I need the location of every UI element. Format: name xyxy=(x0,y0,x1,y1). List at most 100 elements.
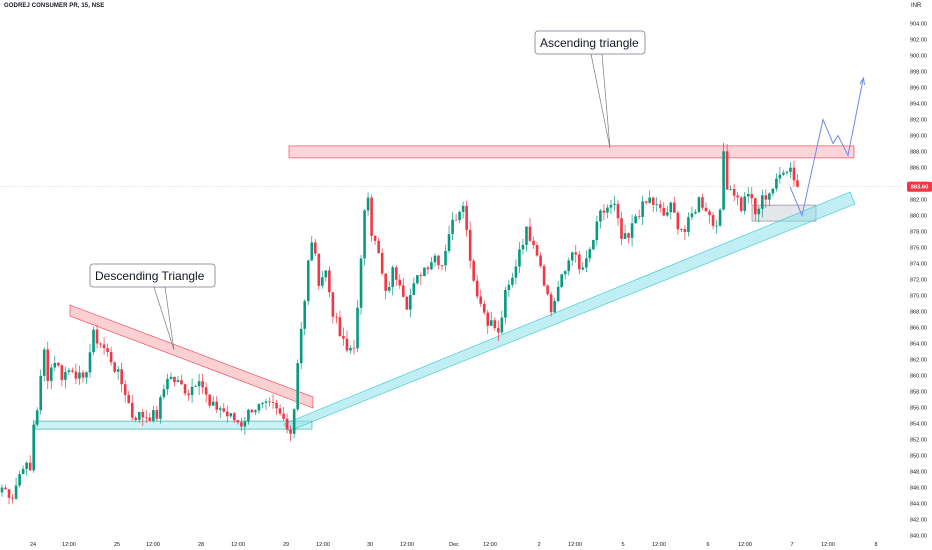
candle-body xyxy=(412,283,416,296)
candle-body xyxy=(240,422,243,427)
candle-body xyxy=(148,417,152,421)
candle-body xyxy=(190,386,194,396)
candle-body xyxy=(718,209,722,226)
candle-body xyxy=(264,401,268,403)
descending-triangle-note-box xyxy=(89,263,216,288)
candle-body xyxy=(42,349,46,376)
candle-body xyxy=(247,409,250,422)
candle-body xyxy=(616,203,620,219)
x-tick-label: 12:00 xyxy=(62,542,76,548)
candle-body xyxy=(35,410,39,425)
candle-body xyxy=(792,167,796,181)
candle-body xyxy=(409,295,412,310)
candle-body xyxy=(725,151,729,190)
x-tick-label: 2 xyxy=(537,542,540,548)
x-tick-label: 6 xyxy=(706,542,709,548)
ascending-triangle-note-pointer xyxy=(590,53,611,149)
candle-body xyxy=(0,487,4,493)
candle-body xyxy=(4,487,7,490)
candle-body xyxy=(14,485,18,499)
candle-body xyxy=(373,235,377,241)
candle-body xyxy=(275,402,278,409)
candle-body xyxy=(704,207,708,212)
candle-body xyxy=(173,376,176,383)
y-tick-label: 888.00 xyxy=(910,150,927,156)
candle-body xyxy=(169,376,173,379)
symbol-title: GODREJ CONSUMER PR, 15, NSE xyxy=(4,3,105,9)
candle-body xyxy=(430,262,433,270)
candle-body xyxy=(394,267,398,280)
candle-body xyxy=(60,365,64,380)
candle-body xyxy=(637,216,641,218)
candle-body xyxy=(208,394,211,406)
candle-body xyxy=(423,267,426,277)
candle-body xyxy=(134,417,138,420)
candle-body xyxy=(532,240,535,246)
candle-body xyxy=(694,211,697,214)
y-tick-label: 904.00 xyxy=(910,22,927,28)
candle-body xyxy=(127,394,131,403)
x-tick-label: 12:00 xyxy=(738,542,752,548)
candle-body xyxy=(292,409,296,434)
candle-body xyxy=(401,285,405,297)
candle-body xyxy=(204,387,208,395)
candle-body xyxy=(328,270,331,293)
candle-body xyxy=(437,255,440,266)
candle-body xyxy=(218,408,222,410)
candle-body xyxy=(662,207,666,216)
ascending-channel xyxy=(283,191,856,432)
candle-body xyxy=(504,289,507,318)
x-tick-label: 24 xyxy=(30,542,36,548)
candle-body xyxy=(588,249,592,259)
candle-body xyxy=(398,279,402,286)
candle-body xyxy=(250,409,254,413)
y-tick-label: 860.00 xyxy=(910,374,927,380)
candle-body xyxy=(764,195,768,200)
candle-body xyxy=(613,203,616,205)
y-tick-label: 874.00 xyxy=(910,262,927,268)
x-tick-label: 12:00 xyxy=(568,542,582,548)
candle-body xyxy=(405,296,409,310)
candle-body xyxy=(665,212,669,216)
candle-body xyxy=(658,204,662,208)
descending-channel xyxy=(69,304,314,409)
candle-body xyxy=(261,402,264,405)
y-tick-label: 878.00 xyxy=(910,230,927,236)
candle-body xyxy=(106,348,109,352)
candle-body xyxy=(461,205,465,212)
candle-body xyxy=(563,271,567,275)
x-tick-label: 25 xyxy=(114,542,120,548)
y-tick-label: 894.00 xyxy=(910,102,927,108)
candle-body xyxy=(387,286,391,291)
candle-body xyxy=(21,468,25,475)
candle-body xyxy=(546,285,549,295)
candle-body xyxy=(222,408,226,412)
x-tick-label: 12:00 xyxy=(231,542,245,548)
x-tick-label: 12:00 xyxy=(483,542,497,548)
candle-body xyxy=(384,273,387,291)
candle-body xyxy=(25,462,28,469)
candle-body xyxy=(570,252,574,261)
candle-body xyxy=(775,178,778,189)
x-tick-label: 12:00 xyxy=(316,542,330,548)
candle-body xyxy=(454,219,458,221)
candle-body xyxy=(109,351,113,363)
candle-body xyxy=(592,240,595,250)
candle-body xyxy=(757,208,761,215)
candle-body xyxy=(514,266,518,278)
candle-body xyxy=(683,229,687,232)
resistance-zone xyxy=(288,145,855,159)
candle-body xyxy=(433,255,437,263)
candle-body xyxy=(278,408,282,414)
candle-body xyxy=(426,267,430,270)
ascending-triangle-note-text: Ascending triangle xyxy=(540,36,639,50)
candle-body xyxy=(229,413,233,417)
candle-body xyxy=(560,274,563,287)
candle-body xyxy=(324,270,328,278)
candle-body xyxy=(771,188,775,194)
candle-body xyxy=(28,462,32,471)
candle-body xyxy=(525,226,528,245)
candle-body xyxy=(71,370,74,372)
candle-body xyxy=(648,197,651,203)
